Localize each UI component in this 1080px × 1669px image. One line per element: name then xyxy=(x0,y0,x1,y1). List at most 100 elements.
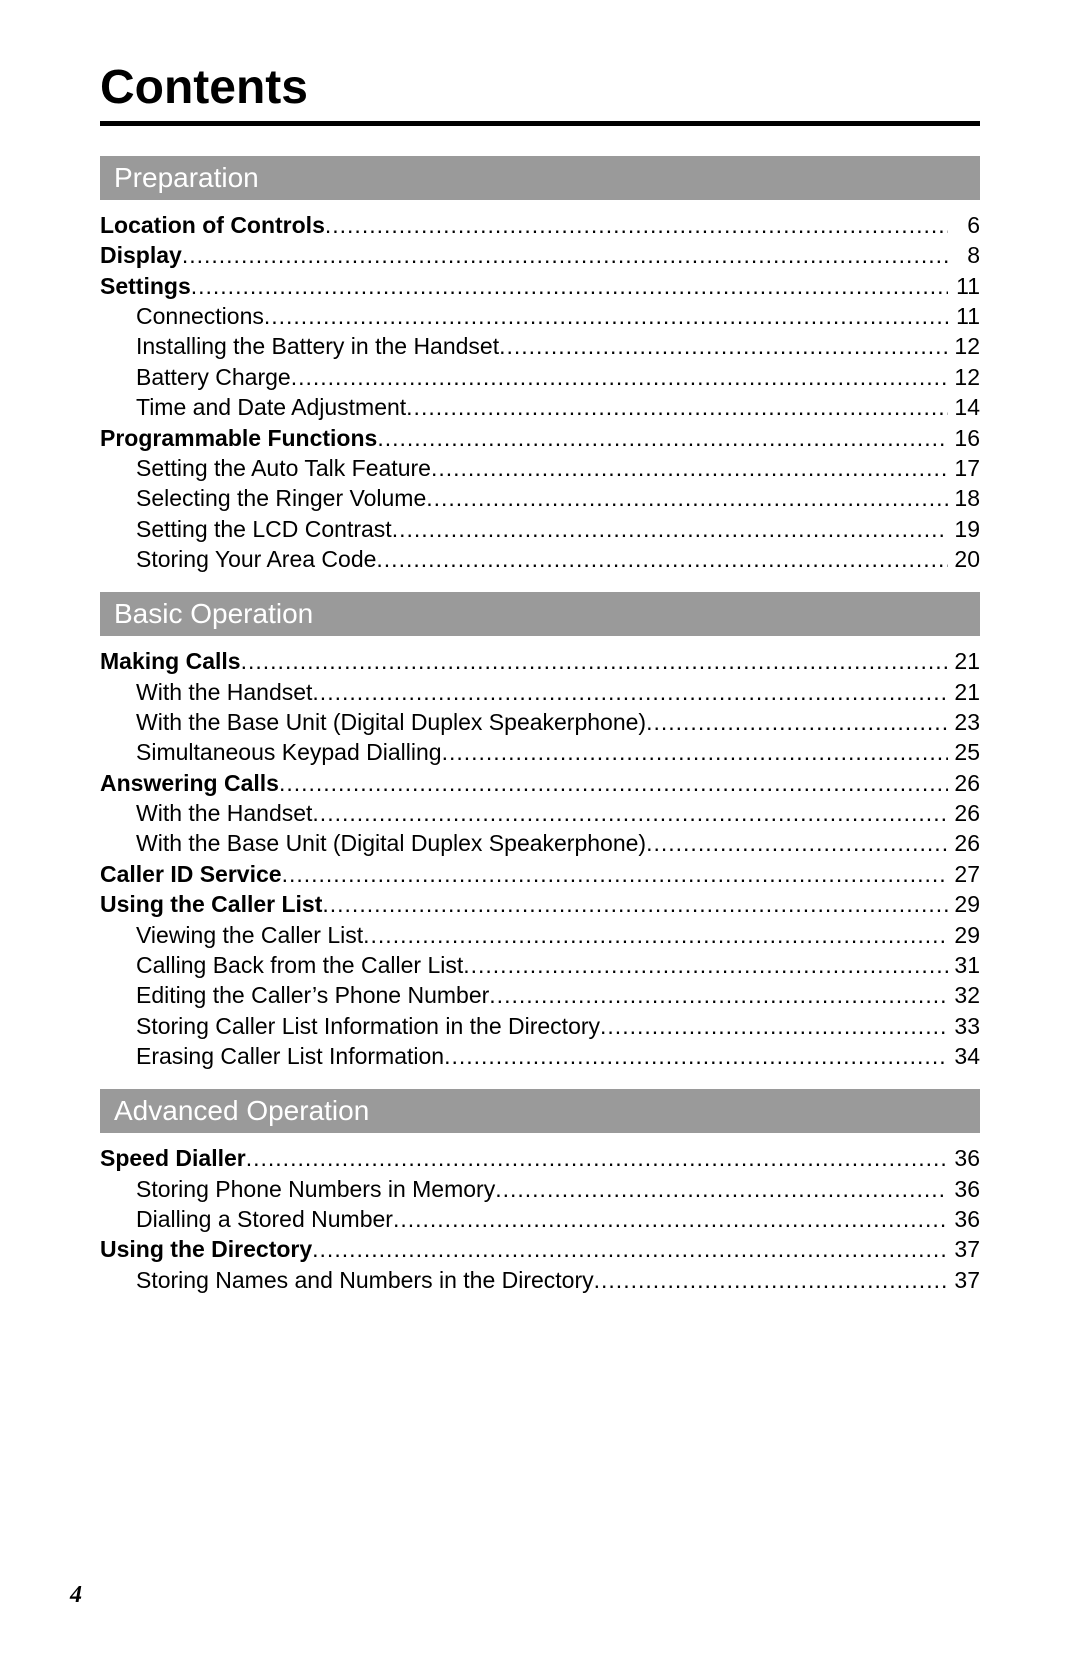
toc-entry-page: 37 xyxy=(948,1234,980,1264)
toc-row: Display 8 xyxy=(100,240,980,270)
toc-entry-page: 27 xyxy=(948,859,980,889)
toc-leader-dots xyxy=(431,453,948,483)
toc-row: With the Base Unit (Digital Duplex Speak… xyxy=(100,707,980,737)
toc-entry-page: 26 xyxy=(948,768,980,798)
toc-leader-dots xyxy=(489,980,948,1010)
toc-row: Making Calls 21 xyxy=(100,646,980,676)
toc-row: Connections 11 xyxy=(100,301,980,331)
toc-leader-dots xyxy=(377,423,948,453)
toc-row: Selecting the Ringer Volume 18 xyxy=(100,483,980,513)
toc-leader-dots xyxy=(495,1174,948,1204)
toc-row: Using the Directory 37 xyxy=(100,1234,980,1264)
toc-leader-dots xyxy=(393,1204,948,1234)
toc-leader-dots xyxy=(322,889,948,919)
toc-row: With the Handset 21 xyxy=(100,677,980,707)
toc-leader-dots xyxy=(463,950,948,980)
toc-row: Settings 11 xyxy=(100,271,980,301)
toc-leader-dots xyxy=(325,210,948,240)
toc-entry-page: 16 xyxy=(948,423,980,453)
toc-entry-page: 26 xyxy=(948,798,980,828)
toc-entry-label: Storing Caller List Information in the D… xyxy=(100,1011,600,1041)
toc-row: Installing the Battery in the Handset 12 xyxy=(100,331,980,361)
toc-leader-dots xyxy=(279,768,948,798)
toc-entry-label: Viewing the Caller List xyxy=(100,920,363,950)
toc-entry-label: Answering Calls xyxy=(100,768,279,798)
toc-leader-dots xyxy=(376,544,948,574)
toc-leader-dots xyxy=(312,798,948,828)
toc-row: Setting the Auto Talk Feature 17 xyxy=(100,453,980,483)
toc-entry-label: With the Base Unit (Digital Duplex Speak… xyxy=(100,828,646,858)
section-heading: Basic Operation xyxy=(100,592,980,636)
toc-entry-label: Dialling a Stored Number xyxy=(100,1204,393,1234)
toc-row: Using the Caller List 29 xyxy=(100,889,980,919)
toc-row: Storing Names and Numbers in the Directo… xyxy=(100,1265,980,1295)
toc-row: With the Base Unit (Digital Duplex Speak… xyxy=(100,828,980,858)
toc-leader-dots xyxy=(312,677,948,707)
page-container: Contents Preparation Location of Controls… xyxy=(0,0,1080,1669)
toc-entry-label: Battery Charge xyxy=(100,362,291,392)
toc-entry-page: 17 xyxy=(948,453,980,483)
toc-entry-label: Using the Directory xyxy=(100,1234,312,1264)
toc-entry-page: 11 xyxy=(948,301,980,331)
toc-entry-page: 34 xyxy=(948,1041,980,1071)
toc-leader-dots xyxy=(442,737,948,767)
toc-entry-page: 11 xyxy=(948,271,980,301)
toc-entry-label: Selecting the Ringer Volume xyxy=(100,483,426,513)
toc-leader-dots xyxy=(406,392,948,422)
toc-leader-dots xyxy=(291,362,948,392)
toc-leader-dots xyxy=(241,646,948,676)
section-heading: Preparation xyxy=(100,156,980,200)
toc-entry-label: Speed Dialler xyxy=(100,1143,246,1173)
toc-entry-label: Setting the Auto Talk Feature xyxy=(100,453,431,483)
title-rule xyxy=(100,121,980,126)
toc-entry-label: Programmable Functions xyxy=(100,423,377,453)
toc-entry-page: 33 xyxy=(948,1011,980,1041)
toc-leader-dots xyxy=(392,514,948,544)
toc-entry-page: 21 xyxy=(948,677,980,707)
toc-row: Editing the Caller’s Phone Number 32 xyxy=(100,980,980,1010)
toc-row: Location of Controls 6 xyxy=(100,210,980,240)
toc-entry-page: 12 xyxy=(948,362,980,392)
toc-row: Programmable Functions 16 xyxy=(100,423,980,453)
toc-entry-label: Storing Names and Numbers in the Directo… xyxy=(100,1265,594,1295)
toc-entry-page: 26 xyxy=(948,828,980,858)
toc-entry-page: 14 xyxy=(948,392,980,422)
toc-entry-label: Settings xyxy=(100,271,191,301)
toc-row: Time and Date Adjustment 14 xyxy=(100,392,980,422)
toc-entry-label: Connections xyxy=(100,301,264,331)
toc-row: Battery Charge 12 xyxy=(100,362,980,392)
page-title: Contents xyxy=(100,60,980,115)
toc-leader-dots xyxy=(282,859,948,889)
toc-row: Answering Calls 26 xyxy=(100,768,980,798)
toc-leader-dots xyxy=(246,1143,948,1173)
toc-row: Storing Caller List Information in the D… xyxy=(100,1011,980,1041)
toc-entry-label: Display xyxy=(100,240,182,270)
toc-entry-label: Time and Date Adjustment xyxy=(100,392,406,422)
toc-entry-page: 21 xyxy=(948,646,980,676)
toc-leader-dots xyxy=(594,1265,948,1295)
toc-entry-page: 18 xyxy=(948,483,980,513)
toc-entry-label: Location of Controls xyxy=(100,210,325,240)
toc-leader-dots xyxy=(426,483,948,513)
toc-leader-dots xyxy=(363,920,948,950)
toc-entry-label: Setting the LCD Contrast xyxy=(100,514,392,544)
toc-entry-label: Caller ID Service xyxy=(100,859,282,889)
toc-leader-dots xyxy=(312,1234,948,1264)
toc-row: Storing Phone Numbers in Memory 36 xyxy=(100,1174,980,1204)
toc-entry-page: 25 xyxy=(948,737,980,767)
toc-entry-label: Simultaneous Keypad Dialling xyxy=(100,737,442,767)
toc-entry-page: 19 xyxy=(948,514,980,544)
toc-leader-dots xyxy=(646,828,948,858)
toc-entry-page: 29 xyxy=(948,889,980,919)
toc-entry-label: With the Handset xyxy=(100,677,312,707)
toc-leader-dots xyxy=(499,331,948,361)
toc-entry-page: 6 xyxy=(948,210,980,240)
toc-entry-page: 20 xyxy=(948,544,980,574)
toc-entry-page: 36 xyxy=(948,1143,980,1173)
toc-entry-page: 31 xyxy=(948,950,980,980)
toc-leader-dots xyxy=(191,271,948,301)
toc-entry-page: 23 xyxy=(948,707,980,737)
toc-leader-dots xyxy=(600,1011,948,1041)
toc-entry-label: Making Calls xyxy=(100,646,241,676)
toc-entry-label: Erasing Caller List Information xyxy=(100,1041,444,1071)
